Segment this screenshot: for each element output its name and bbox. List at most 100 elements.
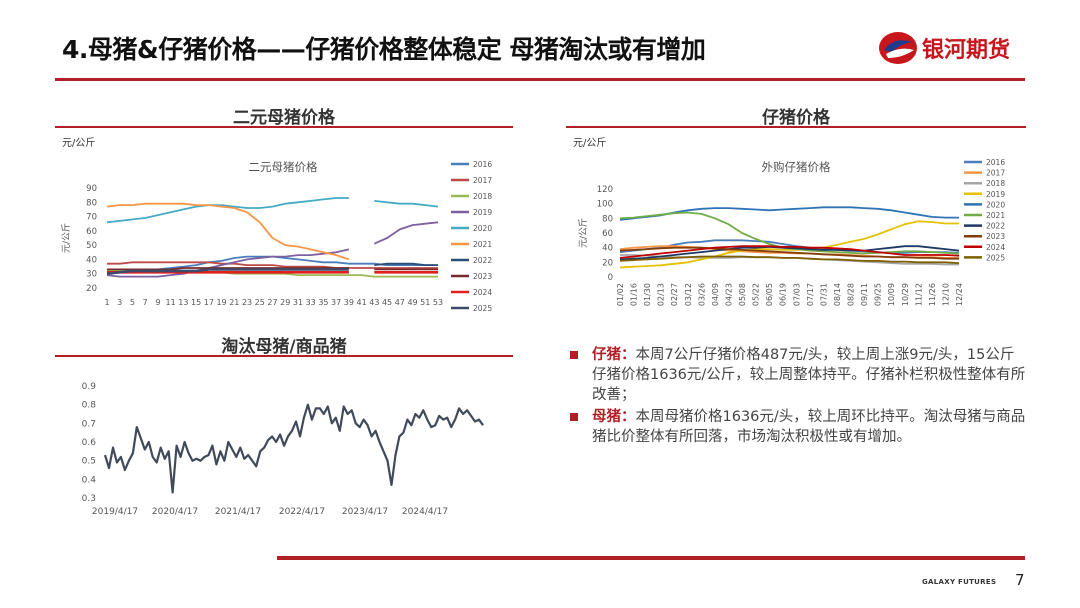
sow-chart-title: 二元母猪价格 — [249, 160, 318, 174]
ratio-y-tick: 0.4 — [82, 475, 97, 485]
piglet-chart-ylabel: 元/公斤 — [578, 218, 589, 248]
piglet-series-2023 — [619, 246, 959, 260]
piglet-legend-label: 2024 — [986, 243, 1005, 252]
piglet-chart-title: 外购仔猪价格 — [762, 160, 831, 174]
sow-series-2017 — [107, 261, 438, 269]
brand-name: 银河期货 — [922, 38, 1011, 63]
piglet-series-2022 — [619, 245, 960, 261]
ratio-x-tick: 2020/4/17 — [152, 507, 198, 517]
sow-x-tick: 1 — [104, 298, 109, 307]
ratio-y-tick: 0.5 — [82, 457, 96, 467]
bullet-square-icon — [570, 351, 578, 359]
sow-series-2023 — [107, 267, 438, 271]
sow-x-tick: 27 — [267, 298, 277, 307]
galaxy-logo-icon — [879, 32, 917, 64]
piglet-y-tick: 100 — [597, 200, 613, 210]
sow-y-tick: 80 — [86, 198, 97, 208]
sow-y-tick: 40 — [86, 255, 97, 265]
commentary: 仔猪：本周7公斤仔猪价格487元/头，较上周上涨9元/头，15公斤仔猪价格163… — [566, 345, 1026, 449]
cull-ratio-heading: 淘汰母猪/商品猪 — [221, 337, 347, 357]
ratio-y-tick: 0.7 — [82, 419, 96, 429]
piglet-x-tick: 05/08 — [738, 283, 747, 306]
sow-x-tick: 5 — [130, 298, 135, 307]
sow-x-tick: 35 — [318, 298, 328, 307]
piglet-x-tick: 09/11 — [860, 283, 869, 306]
sow-x-tick: 17 — [204, 298, 214, 307]
bullet-label: 母猪： — [592, 409, 636, 425]
bullet-square-icon — [570, 413, 578, 421]
ratio-x-tick: 2022/4/17 — [279, 507, 325, 517]
piglet-legend-label: 2019 — [986, 190, 1005, 199]
ratio-y-tick: 0.6 — [82, 438, 97, 448]
sow-chart-ylabel: 元/公斤 — [61, 223, 72, 253]
sow-x-tick: 37 — [331, 298, 341, 307]
piglet-x-tick: 04/09 — [711, 283, 720, 306]
ratio-series — [103, 403, 484, 494]
ratio-x-tick: 2024/4/17 — [402, 507, 448, 517]
page-number: 7 — [1015, 571, 1025, 589]
piglet-x-tick: 01/02 — [616, 283, 625, 306]
sow-legend-label: 2020 — [473, 224, 492, 233]
piglet-x-tick: 01/16 — [630, 283, 639, 306]
ratio-y-tick: 0.8 — [82, 401, 97, 411]
sow-x-tick: 53 — [433, 298, 443, 307]
sow-y-tick: 30 — [86, 270, 97, 280]
title-divider — [55, 78, 1025, 81]
piglet-x-tick: 06/05 — [765, 283, 774, 306]
piglet-x-tick: 03/26 — [697, 283, 706, 306]
piglet-x-tick: 08/28 — [847, 283, 856, 306]
bullet-text: 本周母猪价格1636元/头，较上周环比持平。淘汰母猪与商品猪比价整体有所回落，市… — [592, 409, 1026, 445]
piglet-x-tick: 10/09 — [887, 283, 896, 306]
sow-x-tick: 23 — [242, 298, 252, 307]
piglet-series-2025 — [619, 255, 960, 264]
piglet-legend-label: 2025 — [986, 253, 1005, 262]
piglet-legend-label: 2017 — [986, 169, 1005, 178]
sow-x-tick: 39 — [344, 298, 354, 307]
sow-legend-label: 2016 — [473, 160, 492, 169]
piglet-series-2019 — [619, 220, 959, 269]
sow-legend-label: 2024 — [473, 288, 492, 297]
sow-x-tick: 49 — [407, 298, 417, 307]
ratio-x-tick: 2023/4/17 — [342, 507, 388, 517]
sow-legend-label: 2021 — [473, 240, 492, 249]
page-title: 4.母猪&仔猪价格——仔猪价格整体稳定 母猪淘汰或有增加 — [62, 35, 706, 64]
piglet-x-tick: 02/27 — [670, 283, 679, 306]
piglet-x-tick: 01/30 — [643, 283, 652, 306]
ratio-x-tick: 2019/4/17 — [92, 507, 138, 517]
sow-x-tick: 41 — [357, 298, 367, 307]
sow-legend-label: 2022 — [473, 256, 492, 265]
piglet-x-tick: 02/13 — [657, 283, 666, 306]
sow-x-tick: 25 — [255, 298, 265, 307]
bullet-label: 仔猪： — [592, 347, 636, 363]
bullet-text: 本周7公斤仔猪价格487元/头，较上周上涨9元/头，15公斤仔猪价格1636元/… — [592, 347, 1026, 403]
sow-x-tick: 19 — [216, 298, 226, 307]
sow-price-divider — [55, 126, 513, 128]
sow-x-tick: 13 — [178, 298, 188, 307]
piglet-series-2016 — [619, 239, 960, 254]
sow-series-2022 — [374, 262, 438, 266]
piglet-x-tick: 10/29 — [901, 283, 910, 306]
cull-ratio-chart: 0.3 0.4 0.5 0.6 0.7 0.8 0.9 2019/4/17 2020/4/17 2… — [82, 382, 484, 517]
sow-x-tick: 7 — [143, 298, 148, 307]
sow-legend-label: 2025 — [473, 304, 492, 313]
piglet-legend-label: 2023 — [986, 232, 1005, 241]
piglet-y-tick: 120 — [597, 185, 613, 195]
piglet-series-2024 — [619, 245, 960, 259]
sow-series-2019 — [106, 221, 439, 278]
piglet-y-tick: 60 — [602, 229, 613, 239]
sow-x-tick: 51 — [420, 298, 430, 307]
footer-brand: GALAXY FUTURES — [922, 578, 997, 586]
piglet-x-tick: 11/12 — [914, 283, 923, 306]
piglet-price-unit: 元/公斤 — [573, 138, 607, 149]
piglet-x-tick: 11/26 — [928, 283, 937, 306]
sow-y-tick: 90 — [86, 184, 97, 194]
piglet-x-tick: 04/23 — [724, 283, 733, 306]
sow-y-tick: 70 — [86, 213, 97, 223]
piglet-legend-label: 2020 — [986, 200, 1005, 209]
piglet-x-tick: 07/17 — [806, 283, 815, 306]
sow-x-tick: 31 — [293, 298, 303, 307]
sow-legend-label: 2019 — [473, 208, 492, 217]
bullet-piglet: 仔猪：本周7公斤仔猪价格487元/头，较上周上涨9元/头，15公斤仔猪价格163… — [566, 345, 1026, 405]
